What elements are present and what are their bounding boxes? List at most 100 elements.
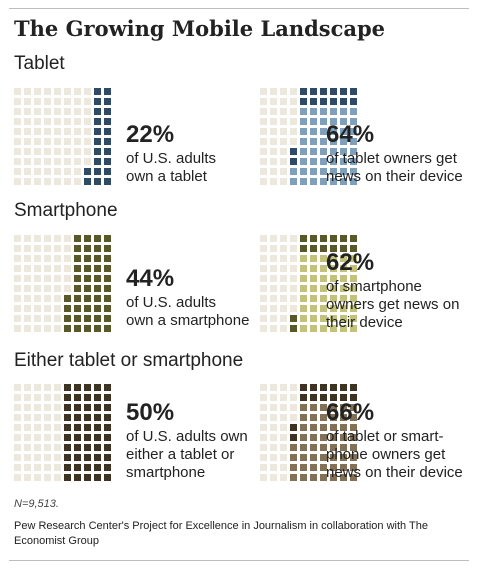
waffle-cell	[54, 138, 61, 145]
waffle-cell	[14, 148, 21, 155]
waffle-cell-filled	[74, 285, 81, 292]
waffle-cell	[14, 138, 21, 145]
waffle-cell	[260, 245, 267, 252]
waffle-cell	[24, 434, 31, 441]
waffle-cell	[44, 108, 51, 115]
waffle-cell-filled	[320, 285, 327, 292]
waffle-cell-filled	[330, 464, 337, 471]
waffle-cell	[64, 245, 71, 252]
waffle-cell-filled	[104, 138, 111, 145]
waffle-cell	[34, 178, 41, 185]
waffle-cell	[54, 454, 61, 461]
waffle-cell-filled	[340, 178, 347, 185]
waffle-cell	[44, 454, 51, 461]
waffle-cell-filled	[330, 118, 337, 125]
waffle-cell	[84, 98, 91, 105]
waffle-cell	[280, 98, 287, 105]
waffle-cell-filled	[350, 325, 357, 332]
waffle-cell-filled	[300, 168, 307, 175]
percent-either-ownership: 50%	[126, 399, 175, 426]
waffle-cell-filled	[104, 275, 111, 282]
waffle-cell	[270, 235, 277, 242]
waffle-cell	[34, 404, 41, 411]
waffle-cell-filled	[350, 275, 357, 282]
waffle-cell	[14, 384, 21, 391]
waffle-cell	[54, 245, 61, 252]
waffle-cell-filled	[64, 404, 71, 411]
waffle-cell-filled	[310, 245, 317, 252]
waffle-cell-filled	[330, 414, 337, 421]
waffle-cell-filled	[64, 384, 71, 391]
desc-smartphone-news: of smartphone owners get news on their d…	[326, 278, 460, 331]
waffle-cell-filled	[74, 315, 81, 322]
waffle-cell	[34, 414, 41, 421]
waffle-cell-filled	[350, 434, 357, 441]
waffle-cell	[34, 444, 41, 451]
waffle-cell-filled	[350, 384, 357, 391]
waffle-cell-filled	[104, 148, 111, 155]
waffle-cell-filled	[310, 305, 317, 312]
waffle-cell-filled	[320, 158, 327, 165]
waffle-cell-filled	[320, 108, 327, 115]
waffle-cell	[54, 444, 61, 451]
waffle-cell-filled	[74, 255, 81, 262]
waffle-cell-filled	[104, 404, 111, 411]
waffle-cell-filled	[84, 235, 91, 242]
waffle-cell-filled	[350, 394, 357, 401]
waffle-cell	[34, 265, 41, 272]
waffle-cell	[280, 454, 287, 461]
waffle-cell-filled	[104, 464, 111, 471]
waffle-cell-filled	[84, 434, 91, 441]
waffle-cell	[260, 424, 267, 431]
desc-either-news: of tablet or smart- phone owners get new…	[326, 428, 463, 481]
waffle-cell-filled	[104, 158, 111, 165]
waffle-cell-filled	[310, 414, 317, 421]
waffle-cell-filled	[350, 414, 357, 421]
waffle-cell	[24, 454, 31, 461]
waffle-cell-filled	[104, 384, 111, 391]
waffle-cell	[280, 394, 287, 401]
waffle-cell-filled	[84, 414, 91, 421]
waffle-cell-filled	[104, 178, 111, 185]
waffle-cell-filled	[84, 265, 91, 272]
waffle-cell	[24, 168, 31, 175]
waffle-cell-filled	[350, 235, 357, 242]
waffle-cell	[24, 255, 31, 262]
waffle-cell	[270, 265, 277, 272]
waffle-cell	[64, 265, 71, 272]
waffle-cell	[34, 454, 41, 461]
waffle-cell	[290, 275, 297, 282]
waffle-cell	[24, 424, 31, 431]
waffle-cell-filled	[320, 384, 327, 391]
waffle-cell-filled	[340, 118, 347, 125]
waffle-cell	[14, 245, 21, 252]
waffle-cell-filled	[64, 434, 71, 441]
waffle-cell-filled	[84, 424, 91, 431]
waffle-cell	[24, 404, 31, 411]
waffle-cell-filled	[310, 424, 317, 431]
waffle-cell-filled	[310, 178, 317, 185]
waffle-cell-filled	[330, 394, 337, 401]
waffle-cell	[270, 454, 277, 461]
waffle-cell	[280, 325, 287, 332]
waffle-cell-filled	[300, 158, 307, 165]
waffle-cell-filled	[64, 414, 71, 421]
waffle-cell-filled	[340, 255, 347, 262]
waffle-cell-filled	[74, 384, 81, 391]
waffle-cell	[14, 275, 21, 282]
waffle-cell-filled	[340, 404, 347, 411]
waffle-cell	[64, 148, 71, 155]
waffle-cell-filled	[104, 118, 111, 125]
waffle-cell-filled	[74, 414, 81, 421]
waffle-cell-filled	[300, 88, 307, 95]
waffle-cell-filled	[64, 295, 71, 302]
waffle-cell	[64, 285, 71, 292]
waffle-cell-filled	[320, 434, 327, 441]
waffle-cell-filled	[300, 285, 307, 292]
waffle-cell-filled	[340, 384, 347, 391]
waffle-cell-filled	[320, 414, 327, 421]
waffle-cell-filled	[330, 275, 337, 282]
waffle-cell	[290, 118, 297, 125]
waffle-cell	[84, 138, 91, 145]
waffle-cell-filled	[74, 474, 81, 481]
